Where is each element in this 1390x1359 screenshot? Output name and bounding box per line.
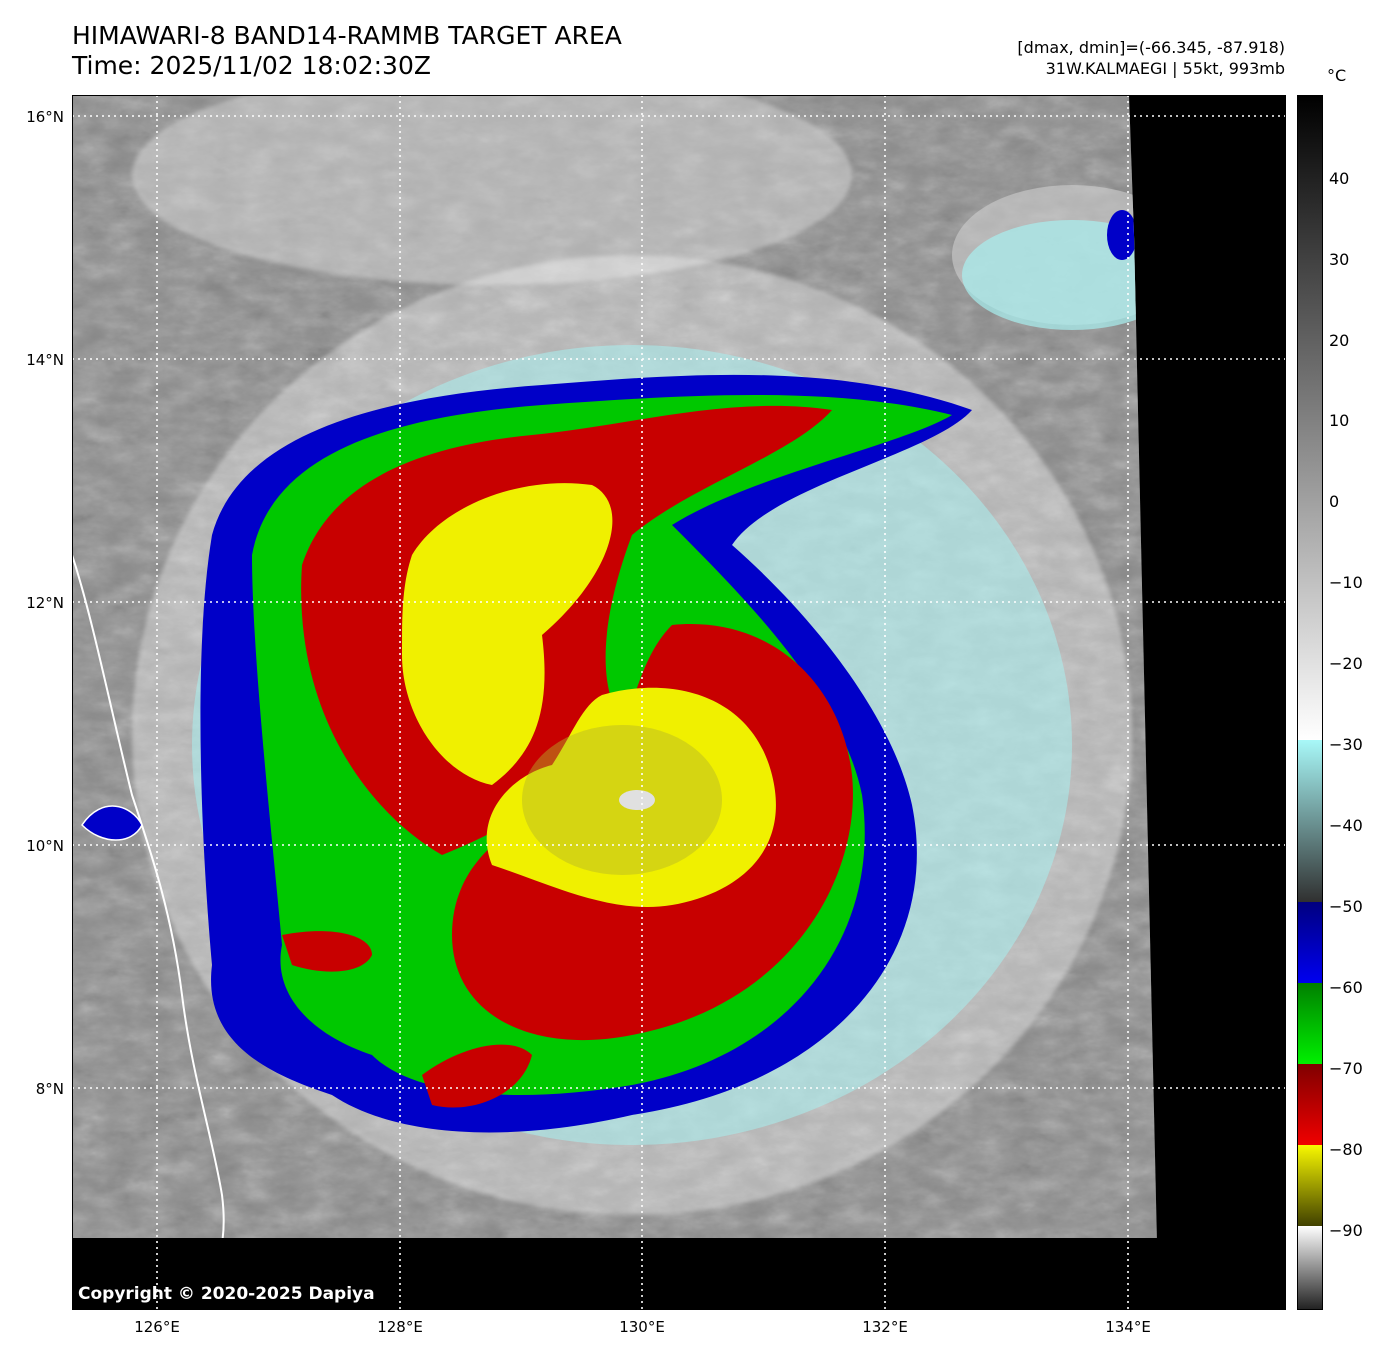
dmax-dmin-readout: [dmax, dmin]=(-66.345, -87.918) (1017, 38, 1285, 57)
colorbar-tick: −50 (1329, 897, 1363, 916)
lat-label-10n: 10°N (26, 837, 64, 855)
colorbar-tick: −10 (1329, 573, 1363, 592)
colorbar (1297, 95, 1323, 1310)
satellite-image (72, 95, 1286, 1310)
gridlines (72, 95, 1286, 1310)
lat-label-8n: 8°N (35, 1080, 64, 1098)
lat-label-16n: 16°N (26, 108, 64, 126)
colorbar-tick: 30 (1329, 250, 1350, 269)
colorbar-tick: −60 (1329, 978, 1363, 997)
colorbar-tick: −30 (1329, 735, 1363, 754)
colorbar-tick: 0 (1329, 492, 1340, 511)
colorbar-tick: −20 (1329, 654, 1363, 673)
lon-label-134e: 134°E (1105, 1318, 1151, 1336)
colorbar-tick: −90 (1329, 1221, 1363, 1240)
colorbar-tick: −40 (1329, 816, 1363, 835)
copyright-text: Copyright © 2020-2025 Dapiya (78, 1284, 375, 1304)
lon-label-126e: 126°E (134, 1318, 180, 1336)
image-title: HIMAWARI-8 BAND14-RAMMB TARGET AREA (72, 21, 622, 50)
colorbar-unit: °C (1327, 66, 1347, 85)
colorbar-tick: −70 (1329, 1059, 1363, 1078)
colorbar-tick: 10 (1329, 411, 1350, 430)
lon-label-128e: 128°E (377, 1318, 423, 1336)
image-timestamp: Time: 2025/11/02 18:02:30Z (72, 51, 431, 80)
lat-label-14n: 14°N (26, 351, 64, 369)
lat-label-12n: 12°N (26, 594, 64, 612)
lon-label-132e: 132°E (862, 1318, 908, 1336)
colorbar-tick: 20 (1329, 331, 1350, 350)
lon-label-130e: 130°E (619, 1318, 665, 1336)
storm-info: 31W.KALMAEGI | 55kt, 993mb (1045, 59, 1285, 78)
colorbar-tick: −80 (1329, 1140, 1363, 1159)
colorbar-tick: 40 (1329, 169, 1350, 188)
